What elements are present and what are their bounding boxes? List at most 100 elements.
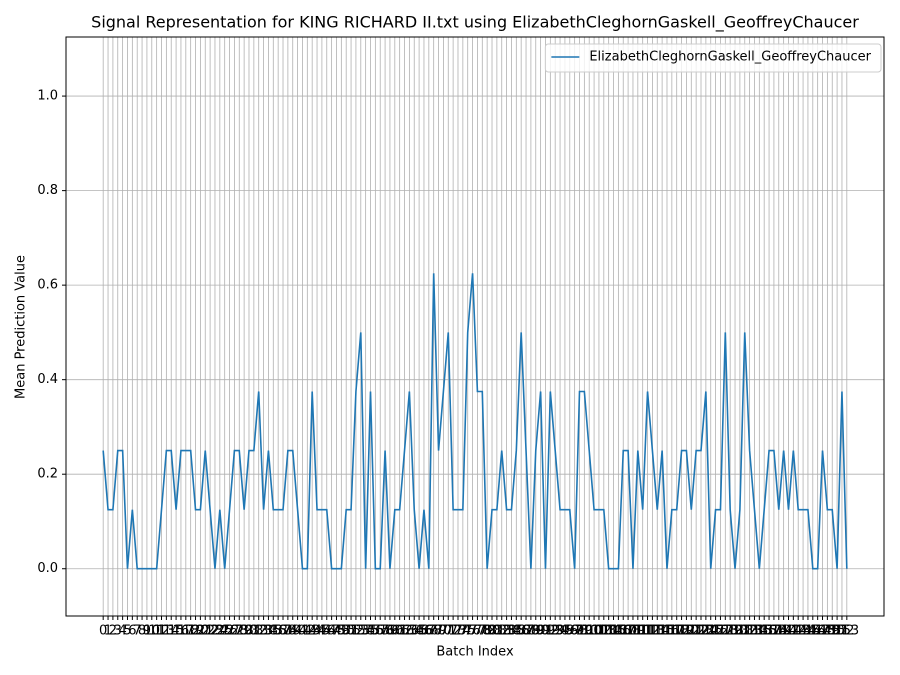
x-tick-label: 19 bbox=[187, 624, 204, 639]
x-tick-label: 13 bbox=[158, 624, 175, 639]
x-tick-label: 104 bbox=[596, 624, 621, 639]
x-tick-label: 21 bbox=[197, 624, 214, 639]
x-tick-label: 86 bbox=[513, 624, 530, 639]
series-line bbox=[102, 273, 848, 570]
x-tick-label: 37 bbox=[275, 624, 292, 639]
x-tick-label: 141 bbox=[776, 624, 801, 639]
x-tick-label: 96 bbox=[562, 624, 579, 639]
x-tick-label: 97 bbox=[566, 624, 583, 639]
x-tick-label: 11 bbox=[148, 624, 165, 639]
y-tick-label: 0.2 bbox=[37, 467, 58, 482]
legend: ElizabethCleghornGaskell_GeoffreyChaucer bbox=[544, 43, 882, 73]
x-tick-label: 130 bbox=[723, 624, 748, 639]
y-tick-label: 0.8 bbox=[37, 183, 58, 198]
x-tick-label: 137 bbox=[757, 624, 782, 639]
x-tick-label: 49 bbox=[333, 624, 350, 639]
x-tick-label: 68 bbox=[425, 624, 442, 639]
x-tick-label: 108 bbox=[616, 624, 641, 639]
x-tick-label: 151 bbox=[825, 624, 850, 639]
x-tick-label: 67 bbox=[421, 624, 438, 639]
plot-area bbox=[62, 95, 848, 620]
x-tick-label: 125 bbox=[698, 624, 723, 639]
x-tick-label: 121 bbox=[679, 624, 704, 639]
x-tick-label: 43 bbox=[304, 624, 321, 639]
x-tick-label: 83 bbox=[498, 624, 515, 639]
x-tick-label: 98 bbox=[571, 624, 588, 639]
x-tick-label: 133 bbox=[737, 624, 762, 639]
x-tick-label: 150 bbox=[820, 624, 845, 639]
x-tick-label: 46 bbox=[318, 624, 335, 639]
x-tick-label: 32 bbox=[250, 624, 267, 639]
y-tick-label: 0.4 bbox=[37, 372, 58, 387]
x-tick-label: 54 bbox=[357, 624, 374, 639]
x-tick-label: 33 bbox=[255, 624, 272, 639]
x-tick-label: 142 bbox=[781, 624, 806, 639]
x-tick-label: 5 bbox=[123, 624, 131, 639]
x-tick-label: 81 bbox=[489, 624, 506, 639]
x-tick-label: 93 bbox=[547, 624, 564, 639]
x-tick-label: 36 bbox=[270, 624, 287, 639]
x-tick-label: 45 bbox=[314, 624, 331, 639]
y-tick-label: 0.6 bbox=[37, 278, 58, 293]
x-tick-label: 39 bbox=[284, 624, 301, 639]
x-tick-label: 66 bbox=[416, 624, 433, 639]
x-tick-label: 105 bbox=[601, 624, 626, 639]
x-tick-label: 135 bbox=[747, 624, 772, 639]
x-tick-label: 8 bbox=[138, 624, 146, 639]
x-tick-label: 28 bbox=[231, 624, 248, 639]
x-tick-label: 62 bbox=[396, 624, 413, 639]
x-tick-label: 109 bbox=[621, 624, 646, 639]
x-tick-label: 127 bbox=[708, 624, 733, 639]
legend-label: ElizabethCleghornGaskell_GeoffreyChaucer bbox=[589, 50, 871, 65]
x-tick-label: 134 bbox=[742, 624, 767, 639]
x-tick-label: 124 bbox=[693, 624, 718, 639]
x-tick-label: 143 bbox=[786, 624, 811, 639]
x-tick-label: 22 bbox=[202, 624, 219, 639]
x-tick-label: 18 bbox=[182, 624, 199, 639]
x-tick-label: 126 bbox=[703, 624, 728, 639]
x-tick-label: 24 bbox=[212, 624, 229, 639]
x-tick-label: 1 bbox=[104, 624, 112, 639]
x-tick-label: 91 bbox=[537, 624, 554, 639]
x-tick-label: 25 bbox=[216, 624, 233, 639]
x-tick-label: 132 bbox=[732, 624, 757, 639]
x-tick-label: 74 bbox=[455, 624, 472, 639]
x-tick-label: 101 bbox=[582, 624, 607, 639]
axes-frame bbox=[65, 36, 885, 617]
x-tick-label: 103 bbox=[591, 624, 616, 639]
x-tick-label: 129 bbox=[718, 624, 743, 639]
x-tick-label: 110 bbox=[625, 624, 650, 639]
x-tick-label: 63 bbox=[401, 624, 418, 639]
x-tick-label: 52 bbox=[348, 624, 365, 639]
x-tick-label: 99 bbox=[576, 624, 593, 639]
x-tick-label: 78 bbox=[474, 624, 491, 639]
x-tick-label: 102 bbox=[587, 624, 612, 639]
x-tick-label: 40 bbox=[289, 624, 306, 639]
x-tick-label: 38 bbox=[280, 624, 297, 639]
x-tick-label: 27 bbox=[226, 624, 243, 639]
x-tick-label: 4 bbox=[118, 624, 126, 639]
y-tick-label: 0.0 bbox=[37, 561, 58, 576]
x-tick-label: 42 bbox=[299, 624, 316, 639]
x-tick-label: 153 bbox=[834, 624, 859, 639]
x-tick-label: 77 bbox=[469, 624, 486, 639]
x-tick-label: 113 bbox=[640, 624, 665, 639]
x-tick-label: 50 bbox=[338, 624, 355, 639]
x-tick-label: 71 bbox=[440, 624, 457, 639]
x-tick-label: 34 bbox=[260, 624, 277, 639]
x-tick-label: 117 bbox=[659, 624, 684, 639]
x-tick-label: 47 bbox=[323, 624, 340, 639]
x-tick-label: 48 bbox=[328, 624, 345, 639]
x-tick-label: 31 bbox=[246, 624, 263, 639]
x-tick-label: 139 bbox=[766, 624, 791, 639]
x-tick-label: 60 bbox=[387, 624, 404, 639]
x-tick-label: 23 bbox=[207, 624, 224, 639]
x-tick-label: 16 bbox=[173, 624, 190, 639]
x-tick-label: 89 bbox=[527, 624, 544, 639]
x-tick-label: 14 bbox=[163, 624, 180, 639]
x-tick-label: 140 bbox=[771, 624, 796, 639]
x-tick-label: 72 bbox=[445, 624, 462, 639]
x-tick-label: 106 bbox=[606, 624, 631, 639]
x-tick-label: 116 bbox=[655, 624, 680, 639]
